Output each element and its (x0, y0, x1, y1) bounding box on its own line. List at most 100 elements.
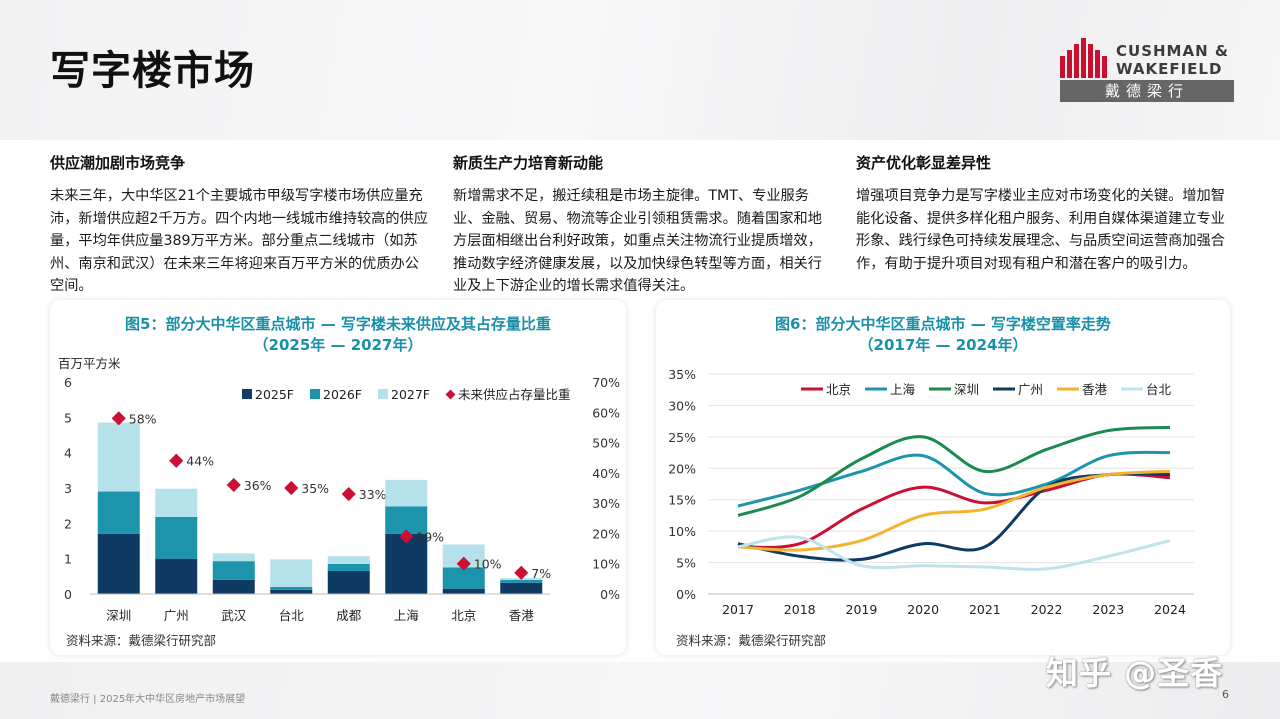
bar-segment (385, 479, 428, 507)
chart-title-line2: （2017年 — 2024年） (858, 336, 1028, 354)
y-tick-label: 4 (64, 446, 72, 461)
column-body: 新增需求不足，搬迁续租是市场主旋律。TMT、专业服务业、金融、贸易、物流等企业引… (453, 188, 822, 294)
bar-segment (327, 563, 370, 572)
y2-tick-label: 10% (592, 557, 620, 572)
company-logo: CUSHMAN & WAKEFIELD 戴德梁行 (1060, 38, 1236, 102)
bar-segment (212, 553, 255, 562)
x-tick-label: 上海 (394, 608, 420, 623)
header-background (0, 0, 1280, 140)
bar-segment (155, 488, 198, 517)
ratio-marker (456, 556, 471, 571)
ratio-marker (226, 477, 241, 493)
x-tick-label: 深圳 (106, 608, 131, 623)
page-title: 写字楼市场 (50, 48, 255, 94)
column-body: 增强项目竞争力是写字楼业主应对市场变化的关键。增加智能化设备、提供多样化租户服务… (856, 188, 1225, 272)
supply-chart: 百万平方米01234560%10%20%30%40%50%60%70%深圳58%… (58, 356, 620, 623)
y-tick-label: 6 (64, 375, 72, 390)
ratio-marker (514, 565, 529, 580)
y-tick-label: 5% (676, 556, 696, 571)
watermark: 知乎 @圣香 (1046, 654, 1224, 692)
chart-card-vacancy: 图6：部分大中华区重点城市 — 写字楼空置率走势 （2017年 — 2024年）… (656, 300, 1230, 655)
ratio-label: 19% (416, 529, 444, 544)
ratio-label: 10% (474, 557, 502, 572)
y-tick-label: 35% (668, 367, 696, 382)
y2-tick-label: 20% (592, 526, 620, 541)
chart-source: 资料来源：戴德梁行研究部 (676, 633, 827, 648)
ratio-label: 7% (531, 566, 551, 581)
bar-segment (442, 588, 485, 594)
y2-tick-label: 50% (592, 436, 620, 451)
y-axis-label: 百万平方米 (58, 356, 121, 371)
y2-tick-label: 40% (592, 466, 620, 481)
y-tick-label: 20% (668, 461, 696, 476)
x-tick-label: 2024 (1154, 602, 1186, 617)
column-asset: 资产优化彰显差异性 增强项目竞争力是写字楼业主应对市场变化的关键。增加智能化设备… (856, 152, 1234, 275)
x-tick-label: 北京 (451, 608, 476, 623)
bar-segment (385, 506, 428, 534)
ratio-label: 35% (301, 481, 329, 496)
legend-label: 北京 (826, 382, 851, 397)
logo-text-line2: WAKEFIELD (1116, 60, 1223, 78)
ratio-marker (399, 529, 414, 544)
y-tick-label: 5 (64, 410, 72, 425)
legend-label: 2027F (391, 387, 430, 402)
bar-segment (155, 516, 198, 559)
column-productivity: 新质生产力培育新动能 新增需求不足，搬迁续租是市场主旋律。TMT、专业服务业、金… (453, 152, 831, 298)
logo-bars-icon (1060, 38, 1107, 78)
x-tick-label: 武汉 (221, 608, 247, 623)
x-tick-label: 2020 (907, 602, 939, 617)
ratio-marker (284, 480, 299, 496)
x-tick-label: 2017 (722, 602, 754, 617)
chart-card-supply: 图5：部分大中华区重点城市 — 写字楼未来供应及其占存量比重 （2025年 — … (50, 300, 626, 655)
x-tick-label: 台北 (279, 608, 305, 623)
bar-segment (97, 422, 140, 492)
column-heading: 供应潮加剧市场竞争 (50, 154, 186, 172)
legend-label: 2025F (255, 387, 294, 402)
logo-text-line1: CUSHMAN & (1116, 42, 1229, 60)
bar-segment (327, 571, 370, 594)
x-tick-label: 2018 (784, 602, 816, 617)
y-tick-label: 3 (64, 481, 72, 496)
ratio-label: 36% (244, 478, 272, 493)
legend-label: 广州 (1018, 382, 1043, 397)
chart-source: 资料来源：戴德梁行研究部 (66, 633, 217, 648)
x-tick-label: 2021 (969, 602, 1001, 617)
ratio-label: 58% (129, 411, 157, 426)
chart-title-line1: 图6：部分大中华区重点城市 — 写字楼空置率走势 (775, 315, 1111, 333)
vacancy-chart: 0% 5% 10% 15% 20% 25% 30% 35% 2017 2018 2019 2020 20… (668, 367, 1194, 617)
bar-segment (500, 579, 543, 583)
y-tick-label: 0% (676, 587, 696, 602)
x-tick-label: 2019 (846, 602, 878, 617)
y-tick-label: 0 (64, 587, 72, 602)
column-heading: 资产优化彰显差异性 (856, 154, 992, 172)
y2-tick-label: 0% (600, 587, 620, 602)
footer-background (0, 662, 1280, 719)
bar-segment (97, 533, 140, 594)
x-tick-label: 香港 (509, 608, 535, 623)
legend-swatch (445, 389, 456, 400)
bar-segment (155, 558, 198, 594)
series-line (737, 425, 1171, 517)
legend-label: 台北 (1146, 382, 1172, 397)
legend-label: 上海 (890, 382, 916, 397)
legend-swatch (378, 389, 388, 399)
bar-segment (442, 544, 485, 568)
ratio-label: 44% (186, 454, 214, 469)
legend-swatch (310, 389, 320, 399)
bar-segment (270, 559, 313, 587)
page-number: 6 (1222, 688, 1229, 701)
x-tick-label: 成都 (336, 608, 362, 623)
bar-segment (212, 561, 255, 580)
bar-segment (212, 579, 255, 594)
ratio-marker (169, 453, 184, 468)
series-line (737, 535, 1171, 571)
legend-label: 未来供应占存量比重 (458, 387, 571, 402)
bar-segment (385, 533, 428, 594)
series-line (737, 472, 1171, 562)
series-line (737, 450, 1171, 508)
ratio-label: 33% (359, 487, 387, 502)
y-tick-label: 1 (64, 552, 72, 567)
chart-title: 图5：部分大中华区重点城市 — 写字楼未来供应及其占存量比重 （2025年 — … (50, 314, 626, 356)
bar-segment (327, 556, 370, 564)
x-tick-label: 2022 (1031, 602, 1063, 617)
